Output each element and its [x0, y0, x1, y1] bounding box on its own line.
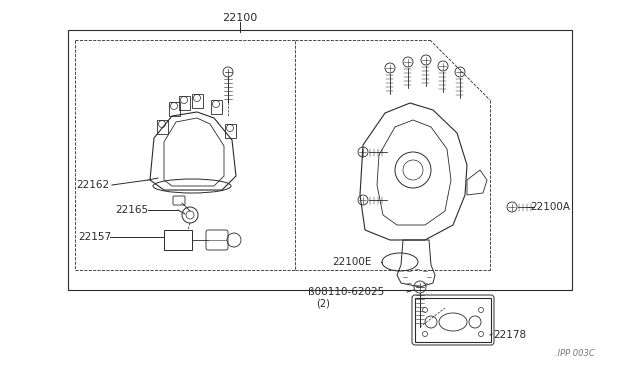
Bar — [75, 40, 295, 270]
Bar — [211, 100, 222, 114]
Bar — [179, 96, 190, 110]
Text: 22165: 22165 — [115, 205, 148, 215]
Bar — [192, 94, 203, 108]
Text: .IPP 003C: .IPP 003C — [556, 349, 595, 358]
Bar — [157, 120, 168, 134]
Text: 22100A: 22100A — [530, 202, 570, 212]
Bar — [169, 102, 180, 116]
Bar — [225, 124, 236, 138]
Text: 22162: 22162 — [76, 180, 109, 190]
Bar — [164, 230, 192, 250]
Text: (2): (2) — [316, 298, 330, 308]
Text: 22100: 22100 — [222, 13, 258, 23]
Text: 22100E: 22100E — [332, 257, 371, 267]
Text: 22178: 22178 — [493, 330, 526, 340]
Text: ß08110-62025: ß08110-62025 — [308, 287, 384, 297]
Bar — [68, 30, 572, 290]
Bar — [415, 298, 491, 342]
Text: 22157: 22157 — [78, 232, 111, 242]
